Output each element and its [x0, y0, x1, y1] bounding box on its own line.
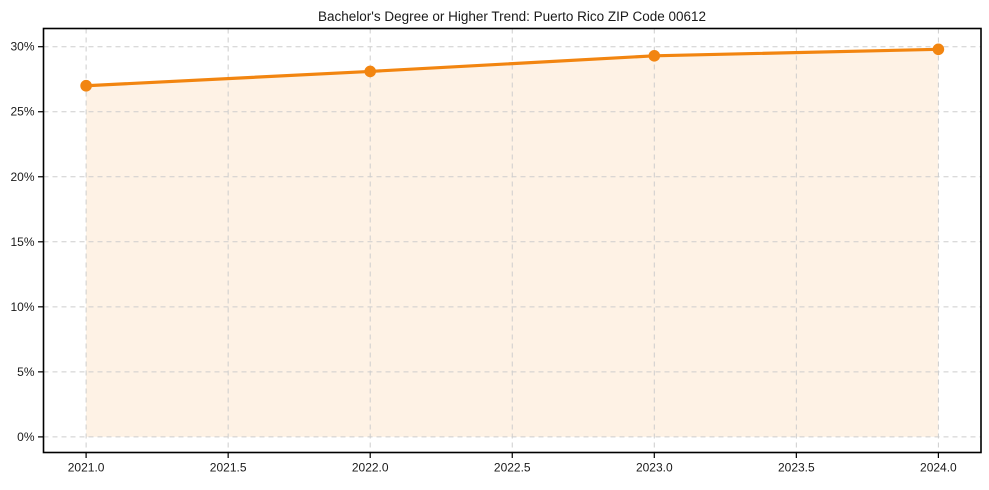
y-tick-label: 30%	[10, 40, 34, 54]
x-tick-label: 2023.5	[778, 461, 815, 475]
y-tick-label: 25%	[10, 105, 34, 119]
data-point	[648, 50, 661, 62]
x-tick-label: 2022.5	[494, 461, 531, 475]
y-tick-label: 10%	[10, 300, 34, 314]
x-tick-label: 2023.0	[636, 461, 673, 475]
chart-layers: 2021.0 2021.5 2022.0 2022.5 2023.0 2023.5 2024…	[10, 27, 982, 475]
y-tick-label: 20%	[10, 170, 34, 184]
y-tick-label: 15%	[10, 235, 34, 249]
trend-line	[84, 47, 940, 88]
data-point	[80, 79, 92, 92]
x-tick-label: 2021.0	[68, 461, 105, 475]
y-tick-label: 0%	[17, 430, 35, 444]
chart-title: Bachelor's Degree or Higher Trend: Puert…	[318, 9, 706, 24]
x-tick-label: 2021.5	[210, 461, 247, 475]
data-point	[932, 43, 945, 56]
y-tick-label: 5%	[17, 365, 35, 379]
x-tick-label: 2024.0	[920, 461, 957, 475]
x-tick-label: 2022.0	[352, 461, 389, 475]
area-fill	[86, 49, 939, 437]
data-point	[364, 65, 377, 78]
